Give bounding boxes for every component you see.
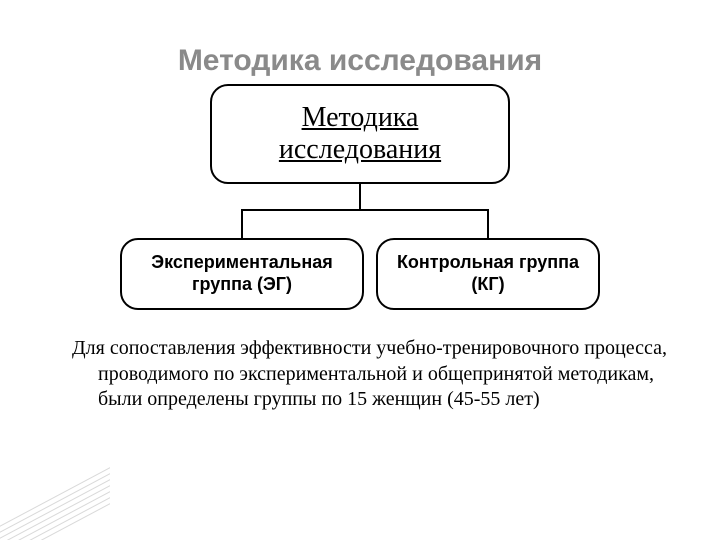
connector-vertical-right xyxy=(487,209,489,238)
slide-title: Методика исследования xyxy=(0,44,720,78)
child-node-experimental: Экспериментальная группа (ЭГ) xyxy=(120,238,364,310)
connector-horizontal xyxy=(241,209,489,211)
hierarchy-diagram: Методика исследования Экспериментальная … xyxy=(120,84,600,314)
body-paragraph: Для сопоставления эффективности учебно-т… xyxy=(72,336,688,413)
connector-vertical-root xyxy=(359,184,361,210)
connector-vertical-left xyxy=(241,209,243,238)
corner-decoration xyxy=(0,450,110,540)
child-node-control: Контрольная группа (КГ) xyxy=(376,238,600,310)
root-node: Методика исследования xyxy=(210,84,510,184)
